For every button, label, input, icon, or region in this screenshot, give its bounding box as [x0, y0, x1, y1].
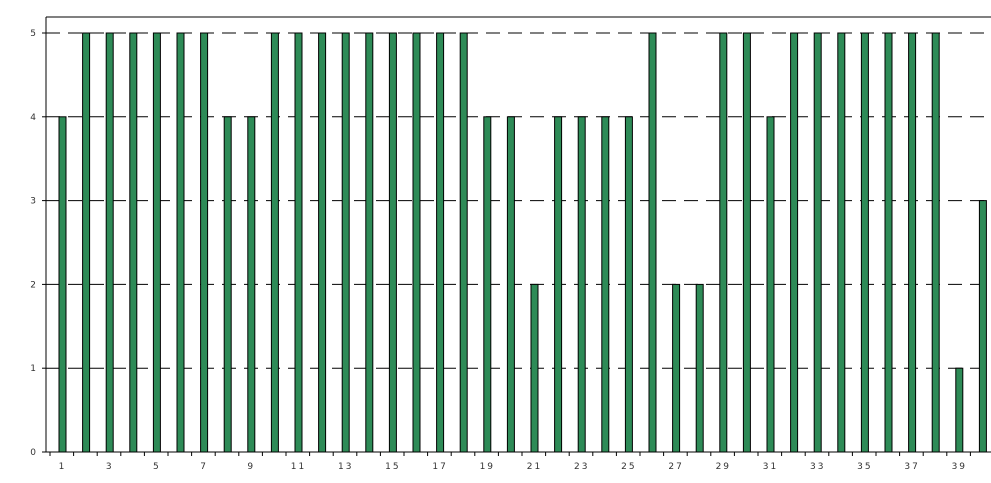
x-tick-label-3: 3 — [106, 462, 114, 472]
bar-5 — [152, 32, 161, 453]
bar-40 — [978, 200, 987, 453]
x-tick-label-29: 29 — [716, 462, 731, 472]
x-tick-label-1: 1 — [59, 462, 67, 472]
bars — [58, 32, 987, 453]
x-tick-label-21: 21 — [527, 462, 542, 472]
bar-29 — [719, 32, 728, 453]
bar-33 — [813, 32, 822, 453]
bar-1 — [58, 116, 67, 453]
bar-11 — [294, 32, 303, 453]
bar-26 — [648, 32, 657, 453]
x-tick-label-7: 7 — [200, 462, 208, 472]
bar-9 — [247, 116, 256, 453]
bar-35 — [860, 32, 869, 453]
y-tick-label-0: 0 — [30, 448, 36, 458]
x-tick-label-25: 25 — [621, 462, 636, 472]
bar-37 — [908, 32, 917, 453]
bar-16 — [412, 32, 421, 453]
bar-19 — [483, 116, 492, 453]
x-tick-label-31: 31 — [763, 462, 778, 472]
bar-13 — [341, 32, 350, 453]
bar-21 — [530, 283, 539, 453]
bar-4 — [129, 32, 138, 453]
bar-27 — [672, 283, 681, 453]
bar-34 — [837, 32, 846, 453]
bar-15 — [388, 32, 397, 453]
bar-17 — [436, 32, 445, 453]
x-tick-label-15: 15 — [385, 462, 400, 472]
x-tick-label-27: 27 — [668, 462, 683, 472]
bar-36 — [884, 32, 893, 453]
bar-24 — [601, 116, 610, 453]
x-tick-label-37: 37 — [904, 462, 919, 472]
x-tick-label-13: 13 — [338, 462, 353, 472]
bar-8 — [223, 116, 232, 453]
axes — [45, 16, 991, 453]
bar-7 — [200, 32, 209, 453]
bar-39 — [955, 367, 964, 453]
y-tick-label-4: 4 — [30, 113, 36, 123]
bar-12 — [318, 32, 327, 453]
y-tick-label-3: 3 — [30, 197, 36, 207]
x-tick-label-19: 19 — [480, 462, 495, 472]
x-tick-label-9: 9 — [247, 462, 255, 472]
bar-28 — [695, 283, 704, 453]
y-tick-label-2: 2 — [30, 280, 36, 290]
bar-6 — [176, 32, 185, 453]
bar-25 — [624, 116, 633, 453]
bar-30 — [742, 32, 751, 453]
x-tick-label-5: 5 — [153, 462, 161, 472]
y-tick-label-5: 5 — [30, 29, 36, 39]
x-tick-label-11: 11 — [291, 462, 306, 472]
x-tick-label-35: 35 — [857, 462, 872, 472]
bar-38 — [931, 32, 940, 453]
y-tick-label-1: 1 — [30, 364, 36, 374]
x-tick-label-23: 23 — [574, 462, 589, 472]
x-tick-label-39: 39 — [952, 462, 967, 472]
bar-14 — [365, 32, 374, 453]
bar-10 — [270, 32, 279, 453]
bar-2 — [82, 32, 91, 453]
bar-32 — [790, 32, 799, 453]
bar-3 — [105, 32, 114, 453]
bar-22 — [554, 116, 563, 453]
x-tick-label-17: 17 — [432, 462, 447, 472]
y-tick-labels: 0 1 2 3 4 5 — [30, 29, 46, 458]
bar-18 — [459, 32, 468, 453]
gridlines — [46, 32, 991, 369]
x-tick-label-33: 33 — [810, 462, 825, 472]
x-tick-labels: 1 3 5 7 9 11 13 15 17 19 21 23 25 27 29 31 33 35 37 39 — [49, 452, 971, 472]
bar-31 — [766, 116, 775, 453]
bar-23 — [577, 116, 586, 453]
bar-20 — [506, 116, 515, 453]
